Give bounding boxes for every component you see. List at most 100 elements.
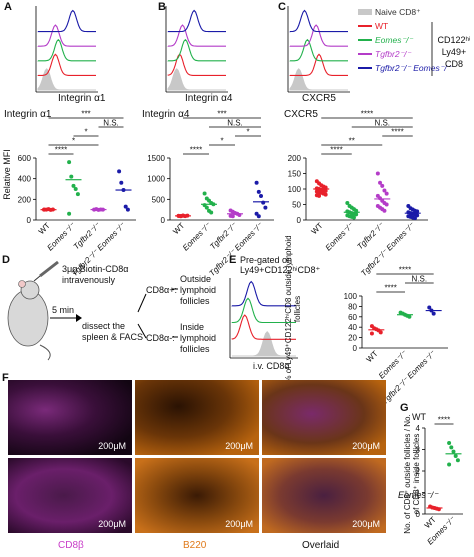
hist-b-curve bbox=[167, 68, 226, 91]
panel-letter-d: D bbox=[2, 254, 10, 266]
chart-a-point bbox=[75, 192, 80, 197]
hist-b-curve bbox=[167, 38, 226, 62]
chart-g-point bbox=[451, 449, 456, 454]
chart-a-ytick-label: 0 bbox=[27, 216, 32, 225]
chart-e-point bbox=[407, 314, 412, 319]
chart-g-point bbox=[447, 462, 452, 467]
chart-e-sig-label: **** bbox=[399, 266, 411, 275]
chart-b-sig-label: N.S. bbox=[227, 119, 243, 128]
f-row-label-wt: WT bbox=[412, 412, 426, 422]
chart-b-xtick-label: WT bbox=[171, 221, 186, 236]
d-time: 5 min bbox=[52, 305, 75, 315]
hist-a-xlabel: Integrin α1 bbox=[58, 93, 106, 104]
chart-b-xtick-label: Eomes⁻/⁻ bbox=[181, 221, 213, 253]
legend-label: WT bbox=[375, 21, 388, 31]
legend-label: Naive CD8⁺ bbox=[375, 7, 421, 17]
chart-b-ytick-label: 1500 bbox=[147, 154, 165, 163]
chart-a-point bbox=[67, 211, 72, 216]
chart-c-sig-label: **** bbox=[330, 146, 342, 155]
chart-c-point bbox=[323, 192, 328, 197]
chart-c-title: CXCR5 bbox=[284, 109, 318, 120]
hist-c-curve bbox=[289, 38, 348, 62]
hist-a-curve bbox=[37, 38, 96, 62]
chart-b-point bbox=[263, 205, 268, 210]
chart-a-point bbox=[125, 207, 130, 212]
hist-a-curve bbox=[37, 24, 96, 47]
d-neg-label: CD8α-: bbox=[146, 333, 175, 343]
chart-a-ytick-label: 600 bbox=[18, 154, 32, 163]
chart-c-point bbox=[375, 171, 380, 176]
e-gate-line2: Ly49+CD122ʰⁱCD8⁺ bbox=[240, 265, 321, 275]
chart-b-point bbox=[259, 194, 263, 199]
chart-e-point bbox=[378, 330, 383, 335]
hist-c-curve bbox=[289, 24, 348, 47]
chart-b-point bbox=[204, 205, 209, 210]
hist-a-curve bbox=[37, 9, 96, 33]
chart-e-point bbox=[369, 331, 374, 336]
e-gate-line1: Pre-gated on bbox=[240, 255, 293, 265]
chart-a-point bbox=[117, 169, 122, 174]
chart-a-sig-label: * bbox=[72, 137, 75, 146]
chart-g-point bbox=[455, 458, 460, 463]
chart-c-xtick-label: WT bbox=[310, 221, 325, 236]
chart-g-xtick-label: WT bbox=[423, 515, 438, 530]
chart-g-ytick-label: 0 bbox=[416, 510, 421, 519]
chart-c-point bbox=[384, 202, 389, 207]
chart-c-point bbox=[378, 180, 383, 185]
scale-bar-label: 200μM bbox=[352, 441, 380, 451]
chart-c-sig-label: ** bbox=[349, 137, 355, 146]
chart-c-point bbox=[323, 188, 328, 193]
chart-c-ytick-label: 200 bbox=[288, 154, 302, 163]
chart-a-sig-label: **** bbox=[55, 146, 67, 155]
chart-c-point bbox=[382, 188, 387, 193]
chart-a-point bbox=[69, 174, 74, 179]
chart-a-xtick-label: WT bbox=[37, 221, 52, 236]
chart-a-point bbox=[67, 160, 72, 165]
chart-a-title: Integrin α1 bbox=[4, 109, 52, 120]
e-ylabel: % of Ly49⁺CD122ʰⁱCD8 outside lymphoid fo… bbox=[284, 235, 302, 383]
chart-a-ytick-label: 400 bbox=[18, 175, 32, 184]
chart-c-point bbox=[415, 209, 420, 214]
hist-b-xlabel: Integrin α4 bbox=[185, 93, 233, 104]
chart-e-point bbox=[431, 311, 436, 316]
chart-c-point bbox=[345, 200, 350, 205]
chart-g-point bbox=[447, 441, 452, 446]
hist-a-curve bbox=[37, 53, 96, 76]
chart-b-point bbox=[230, 214, 235, 219]
f-row-label-eomes: Eomes⁻/⁻ bbox=[398, 490, 439, 500]
micro-eomes-cd8b: 200μM bbox=[8, 458, 132, 533]
panel-letter-e: E bbox=[229, 254, 237, 266]
chart-e-sig-label: **** bbox=[384, 284, 396, 293]
mouse-ear-icon bbox=[18, 280, 26, 288]
micro-wt-b220: 200μM bbox=[135, 380, 259, 455]
chart-c-ytick-label: 0 bbox=[297, 216, 302, 225]
micro-eomes-b220: 200μM bbox=[135, 458, 259, 533]
hist-e-xlabel: i.v. CD8α bbox=[253, 361, 290, 371]
micro-wt-cd8b: 200μM bbox=[8, 380, 132, 455]
chart-e-sig-label: N.S. bbox=[412, 275, 428, 284]
legend-label: Eomes⁻/⁻ bbox=[375, 35, 414, 45]
chart-c-point bbox=[354, 212, 359, 217]
f-col-label-b220: B220 bbox=[183, 540, 207, 551]
chart-c-xtick-label: Tgfbr2⁻/⁻ bbox=[355, 221, 386, 252]
chart-c-point bbox=[351, 215, 356, 220]
hist-b-curve bbox=[167, 53, 226, 76]
d-pos-label: CD8α+: bbox=[146, 285, 177, 295]
chart-g-ytick-label: 3 bbox=[416, 446, 421, 455]
hist-e-curve bbox=[231, 280, 296, 307]
d-pos-desc-1: Outside bbox=[180, 274, 212, 284]
panel-letter-f: F bbox=[2, 372, 9, 384]
hist-a-curve bbox=[37, 68, 96, 91]
chart-c-point bbox=[380, 183, 385, 188]
chart-e-ytick-label: 20 bbox=[348, 334, 357, 343]
legend-label: Tgfbr2⁻/⁻ Eomes⁻/⁻ bbox=[375, 63, 453, 73]
hist-b-curve bbox=[167, 24, 226, 47]
chart-a-point bbox=[71, 183, 76, 188]
chart-b-ytick-label: 1000 bbox=[147, 175, 165, 184]
chart-b-point bbox=[256, 214, 261, 219]
panel-letter-a: A bbox=[4, 1, 12, 13]
chart-b-ytick-label: 500 bbox=[152, 195, 166, 204]
hist-e-curve bbox=[231, 314, 296, 340]
chart-c-xtick-label: Eomes⁻/⁻ bbox=[324, 221, 356, 253]
